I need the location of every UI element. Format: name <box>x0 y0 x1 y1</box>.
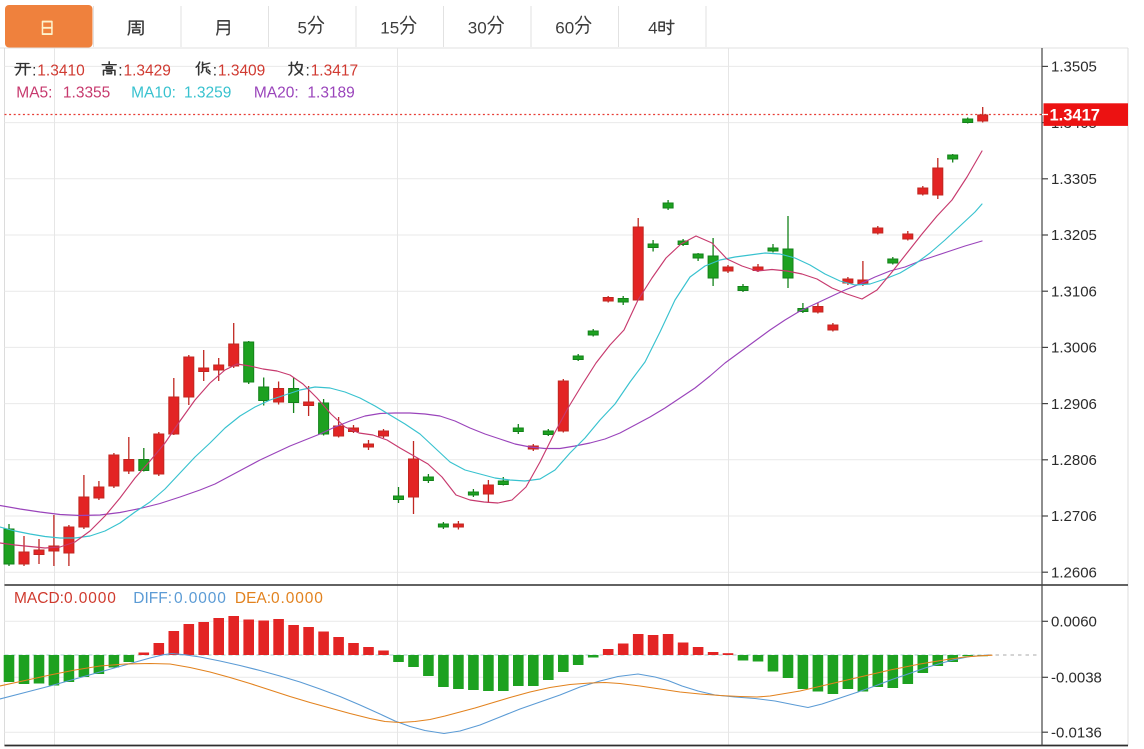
svg-text:60: 60 <box>555 19 574 38</box>
svg-text:1.2706: 1.2706 <box>1051 508 1097 525</box>
svg-text:1.2806: 1.2806 <box>1051 452 1097 469</box>
svg-text:1.2606: 1.2606 <box>1051 564 1097 581</box>
svg-text:-0.0038: -0.0038 <box>1051 670 1102 687</box>
svg-text:1.3417: 1.3417 <box>1050 107 1100 125</box>
svg-text:1.3505: 1.3505 <box>1051 59 1097 76</box>
svg-text:1.3205: 1.3205 <box>1051 227 1097 244</box>
svg-text:30: 30 <box>468 19 487 38</box>
svg-text:MA20:: MA20: <box>254 85 299 102</box>
svg-text:1.3305: 1.3305 <box>1051 171 1097 188</box>
svg-text:1.3355: 1.3355 <box>63 85 110 102</box>
svg-text::: : <box>32 62 36 79</box>
svg-text:1.3259: 1.3259 <box>184 85 231 102</box>
svg-text:1.3429: 1.3429 <box>124 62 171 79</box>
svg-text:MA5:: MA5: <box>16 85 52 102</box>
svg-text:0.0060: 0.0060 <box>1051 614 1097 631</box>
svg-text:1.3417: 1.3417 <box>311 62 358 79</box>
svg-text:0.0000: 0.0000 <box>271 590 324 607</box>
svg-text:-0.0136: -0.0136 <box>1051 724 1102 741</box>
svg-text:15: 15 <box>380 19 399 38</box>
svg-text::: : <box>213 62 217 79</box>
svg-text:0.0000: 0.0000 <box>64 590 117 607</box>
svg-text::: : <box>306 62 310 79</box>
svg-text:1.3409: 1.3409 <box>218 62 265 79</box>
svg-text::: : <box>118 62 122 79</box>
svg-text:1.3189: 1.3189 <box>307 85 354 102</box>
svg-text:MA10:: MA10: <box>131 85 176 102</box>
svg-text:1.3006: 1.3006 <box>1051 340 1097 357</box>
svg-text:5: 5 <box>298 19 307 38</box>
svg-text:4: 4 <box>648 19 657 38</box>
svg-text:1.3410: 1.3410 <box>37 62 85 79</box>
svg-text:MACD:: MACD: <box>14 590 64 607</box>
svg-text:1.2906: 1.2906 <box>1051 396 1097 413</box>
svg-text:DEA:: DEA: <box>235 590 271 607</box>
svg-text:0.0000: 0.0000 <box>174 590 227 607</box>
svg-text:1.3106: 1.3106 <box>1051 283 1097 300</box>
svg-text:DIFF:: DIFF: <box>133 590 172 607</box>
